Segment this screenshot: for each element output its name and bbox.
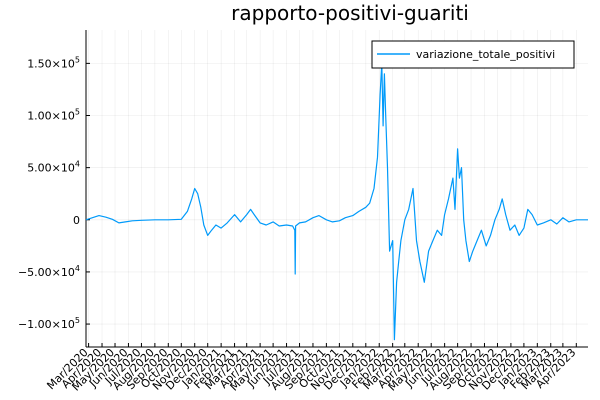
series-lines (85, 62, 588, 341)
legend: variazione_totale_positivi (371, 40, 575, 69)
series-line (85, 62, 588, 341)
x-axis-ticks: Mar/2020Apr/2020May/2020Jun/2020Jul/2020… (44, 346, 578, 394)
axes (85, 30, 588, 348)
y-tick-label: −1.00×105 (18, 316, 80, 331)
chart-title: rapporto-positivi-guariti (231, 1, 469, 25)
y-axis-ticks: −1.00×105 −5.00×104 0 5.00×104 1.00×105 1.50×… (18, 55, 80, 331)
y-tick-label: 5.00×104 (27, 160, 80, 175)
legend-label: variazione_totale_positivi (416, 48, 555, 61)
y-tick-label: 1.50×105 (27, 55, 80, 70)
grid-lines (86, 30, 588, 347)
y-tick-label: 0 (73, 214, 80, 227)
y-tick-label: 1.00×105 (27, 108, 80, 123)
y-tick-label: −5.00×104 (18, 264, 80, 279)
